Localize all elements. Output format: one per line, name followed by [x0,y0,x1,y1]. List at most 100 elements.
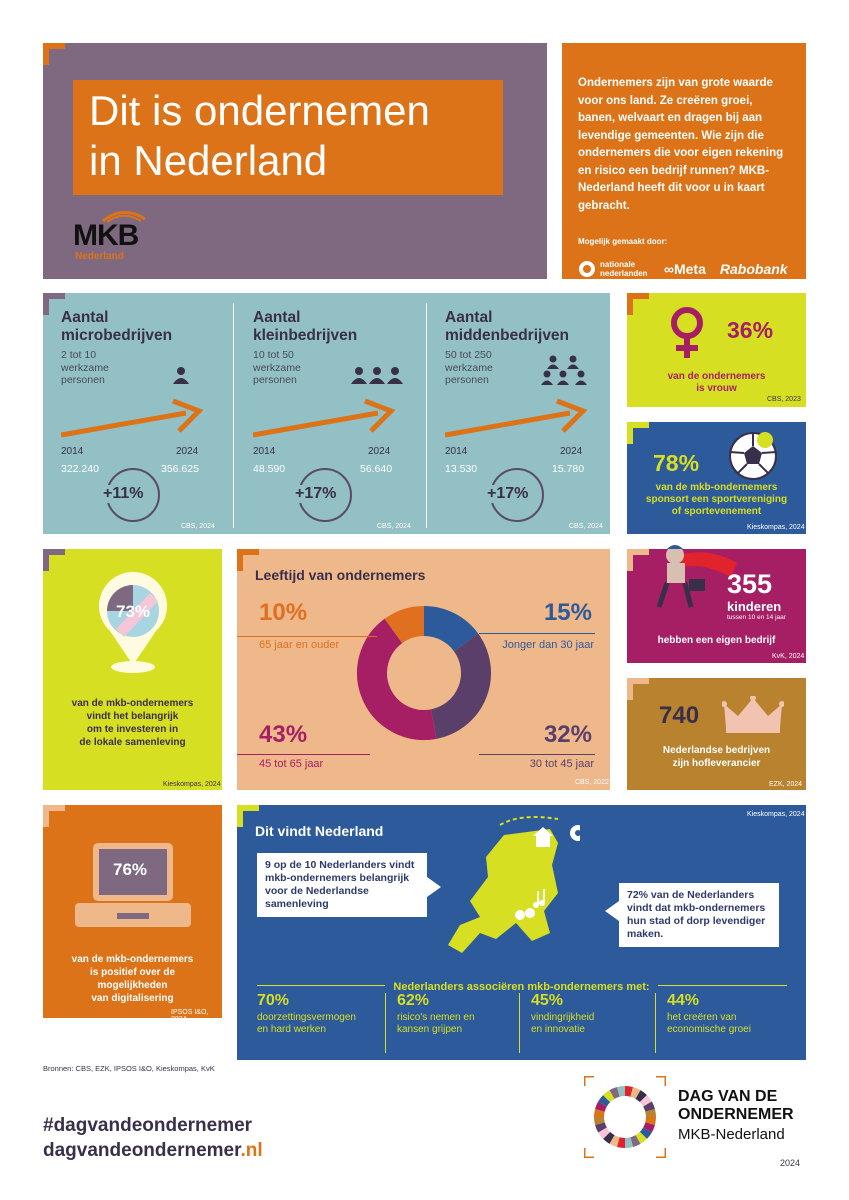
age-senior-line [237,754,370,755]
digital-text-3: mogelijkheden [97,980,168,991]
children-word: kinderen [727,599,782,614]
assoc-stat: 44% het creëren van economische groei [667,992,751,1036]
micro-growth: +11% [101,485,146,503]
corner-mark-icon [627,678,649,700]
micro-value-start: 322.240 [61,463,99,475]
assoc-text-2: kansen grijpen [397,1024,463,1035]
age-older-pct: 10% [259,599,308,626]
digital-pct: 76% [113,860,148,879]
digital-text-4: van digitalisering [91,993,174,1004]
assoc-text-2: en hard werken [257,1024,326,1035]
age-senior-pct: 43% [259,721,308,748]
midden-year-start: 2014 [445,446,468,457]
logo-corner [656,1148,666,1158]
ring-segment [639,1127,652,1139]
group-people-icon [351,367,403,384]
assoc-divider [519,993,520,1053]
growth-arrow-icon [61,398,204,438]
donut-slice [384,606,425,644]
sport-pct: 78% [653,450,700,476]
assoc-stat: 70% doorzettingsvermogen en hard werken [257,992,356,1036]
age-young-pct: 15% [543,599,592,626]
children-age: tussen 10 en 14 jaar [727,614,786,621]
ring-segment [595,1101,607,1112]
nn-icon [579,261,595,277]
corner-mark-icon [627,549,649,571]
dvdo-logo: DAG VAN DE ONDERNEMER MKB-Nederland [584,1076,806,1158]
klein-source: CBS, 2024 [377,523,411,530]
ring-segment [594,1108,605,1118]
klein-title-2: kleinbedrijven [253,327,358,344]
colorful-ring-icon [584,1076,666,1158]
age-source: CBS, 2022 [575,779,609,786]
meta-logo-text: Meta [673,261,706,277]
sport-text-2: sponsort een sportvereniging [645,494,788,505]
midden-sub: 50 tot 250 werkzame personen [445,349,493,387]
women-card: 36% van de ondernemers is vrouw CBS, 2023 [627,293,806,407]
local-investment-card: 73% van de mkb-ondernemers vindt het bela… [43,549,222,790]
klein-growth: +17% [293,485,339,503]
assoc-text: vindingrijkheid en innovatie [531,1012,594,1036]
female-symbol-icon [671,307,703,358]
sport-text-3: of sportevenement [671,506,762,517]
klein-sub: 10 tot 50 werkzame personen [253,349,301,387]
corner-mark-icon [237,805,259,827]
klein-value-start: 48.590 [253,463,286,475]
nn-logo: nationale nederlanden [578,260,650,278]
footer-url-tld: .nl [240,1140,263,1161]
rabobank-logo: Rabobank [719,261,788,277]
assoc-text: doorzettingsvermogen en hard werken [257,1012,356,1036]
klein-sub-3: personen [253,374,297,386]
mkb-logo-sub: Nederland [75,251,124,262]
assoc-text: risico's nemen en kansen grijpen [397,1012,475,1036]
children-source: KvK, 2024 [772,653,805,660]
age-older-line [237,636,377,637]
laptop-icon [75,843,191,927]
footer-url[interactable]: dagvandeondernemer.nl [43,1140,263,1162]
growth-arrow-icon [253,398,396,438]
assoc-text-2: economische groei [667,1024,751,1035]
age-mid-label: 30 tot 45 jaar [529,758,594,770]
purveyor-card: 740 Nederlandse bedrijven zijn hofleveran… [627,678,806,790]
midden-value-start: 13.530 [445,463,478,475]
dvdo-line-1: DAG VAN DE [678,1088,778,1105]
meta-logo: ∞Meta [664,261,706,277]
assoc-pct: 45% [531,992,564,1009]
age-panel: Leeftijd van ondernemers 10% 65 jaar en … [237,549,610,790]
assoc-stat: 45% vindingrijkheid en innovatie [531,992,594,1036]
ring-segment [616,1086,626,1097]
intro-panel: Ondernemers zijn van grote waarde voor o… [562,43,806,279]
donut-slice [430,633,491,739]
football-icon [729,432,777,480]
ring-segment [645,1116,656,1126]
digital-text-1: van de mkb-ondernemers [71,954,194,965]
ring-segment [603,1090,615,1103]
assoc-text-1: risico's nemen en [397,1012,475,1023]
corner-mark-icon [627,293,649,315]
netherlands-map-icon [448,816,580,953]
ring-segment [645,1108,656,1118]
women-text: van de ondernemers is vrouw [627,371,806,395]
assoc-pct: 70% [257,992,290,1009]
klein-sub-1: 10 tot 50 [253,349,294,361]
women-text-2: is vrouw [696,383,737,394]
made-by-label: Mogelijk gemaakt door: [578,237,668,246]
dvdo-line-2: ONDERNEMER [678,1106,794,1123]
assoc-divider [385,993,386,1053]
opinion-panel: Kieskompas, 2024 Dit vindt Nederland 9 o… [237,805,806,1060]
age-mid-line [479,754,595,755]
klein-value-end: 56.640 [360,463,393,475]
age-young-line [479,633,595,634]
opinion-bubble-2: 72% van de Nederlanders vindt dat mkb-on… [619,883,779,947]
bubble-pointer-icon [427,877,441,897]
mkb-arc-icon [102,211,146,223]
assoc-title-wrap: Nederlanders associëren mkb-ondernemers … [237,977,806,995]
dvdo-line-3: MKB-Nederland [678,1126,785,1143]
ring-segment [643,1122,655,1133]
assoc-text-1: het creëren van [667,1012,737,1023]
donut-slice [357,618,437,740]
donut-slice [423,606,479,652]
micro-title-1: Aantal [61,309,109,326]
midden-source: CBS, 2024 [569,523,603,530]
midden-value-end: 15.780 [552,463,585,475]
